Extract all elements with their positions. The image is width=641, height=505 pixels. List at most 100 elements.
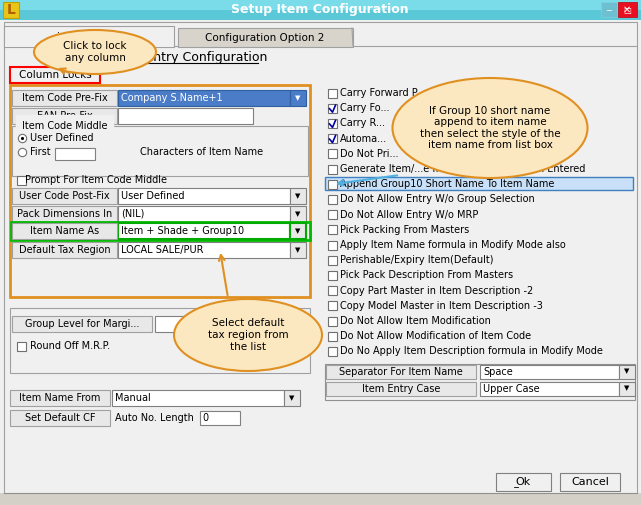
- Text: First: First: [30, 147, 51, 157]
- Text: L: L: [6, 3, 15, 17]
- Text: Carry Fo...: Carry Fo...: [340, 103, 390, 113]
- FancyBboxPatch shape: [155, 316, 289, 332]
- FancyBboxPatch shape: [5, 43, 173, 47]
- Text: Upper Case: Upper Case: [483, 384, 540, 393]
- FancyBboxPatch shape: [328, 240, 337, 249]
- Text: User Defined: User Defined: [121, 191, 185, 201]
- Text: ▼: ▼: [296, 247, 301, 253]
- FancyBboxPatch shape: [200, 411, 240, 425]
- FancyBboxPatch shape: [290, 188, 306, 204]
- FancyBboxPatch shape: [10, 67, 100, 83]
- FancyBboxPatch shape: [328, 104, 337, 113]
- Text: ▼: ▼: [624, 369, 629, 375]
- Text: ▼: ▼: [624, 386, 629, 391]
- FancyBboxPatch shape: [118, 206, 290, 222]
- FancyBboxPatch shape: [328, 347, 337, 356]
- FancyBboxPatch shape: [118, 242, 290, 258]
- FancyBboxPatch shape: [118, 223, 290, 239]
- Text: Ok: Ok: [515, 477, 531, 487]
- Text: Item Entry Case: Item Entry Case: [362, 384, 440, 393]
- Text: Company S.Name+1: Company S.Name+1: [121, 93, 222, 103]
- FancyBboxPatch shape: [328, 119, 337, 128]
- FancyBboxPatch shape: [178, 28, 353, 47]
- FancyBboxPatch shape: [328, 286, 337, 295]
- FancyBboxPatch shape: [290, 90, 306, 106]
- Text: EAN Pre-Fix: EAN Pre-Fix: [37, 111, 92, 121]
- FancyBboxPatch shape: [10, 410, 110, 426]
- FancyBboxPatch shape: [10, 390, 110, 406]
- Text: Item Entry Configuration: Item Entry Configuration: [113, 50, 267, 64]
- FancyBboxPatch shape: [12, 126, 308, 176]
- Text: Carry Forward P...: Carry Forward P...: [340, 88, 425, 98]
- Text: ─: ─: [606, 6, 612, 15]
- Text: Do Not Allow Modification of Item Code: Do Not Allow Modification of Item Code: [340, 331, 531, 341]
- FancyBboxPatch shape: [601, 2, 617, 17]
- FancyBboxPatch shape: [0, 0, 641, 20]
- Text: (NIL): (NIL): [121, 209, 144, 219]
- Text: Default Tax Region: Default Tax Region: [19, 245, 110, 255]
- FancyBboxPatch shape: [4, 22, 637, 500]
- Text: Click to lock
any column: Click to lock any column: [63, 41, 127, 63]
- Text: Round Off M.R.P.: Round Off M.R.P.: [30, 341, 110, 351]
- FancyBboxPatch shape: [118, 90, 290, 106]
- Text: Space: Space: [483, 367, 513, 377]
- FancyBboxPatch shape: [289, 316, 305, 332]
- Text: ▼: ▼: [289, 395, 295, 401]
- FancyBboxPatch shape: [619, 365, 635, 379]
- FancyBboxPatch shape: [0, 20, 641, 505]
- Text: Select default
tax region from
the list: Select default tax region from the list: [208, 318, 288, 351]
- FancyBboxPatch shape: [17, 176, 26, 184]
- Text: User Code Post-Fix: User Code Post-Fix: [19, 191, 110, 201]
- Text: Cancel: Cancel: [571, 477, 609, 487]
- FancyBboxPatch shape: [12, 108, 117, 124]
- Ellipse shape: [34, 30, 156, 74]
- Text: Group Level for Margi...: Group Level for Margi...: [25, 319, 139, 329]
- FancyBboxPatch shape: [290, 242, 306, 258]
- Text: User Defined: User Defined: [30, 133, 94, 143]
- FancyBboxPatch shape: [480, 382, 619, 395]
- FancyBboxPatch shape: [328, 165, 337, 174]
- FancyBboxPatch shape: [326, 365, 476, 379]
- Text: Set Default CF: Set Default CF: [25, 413, 96, 423]
- Text: ▼: ▼: [296, 228, 301, 234]
- FancyBboxPatch shape: [619, 382, 635, 395]
- FancyBboxPatch shape: [328, 88, 337, 97]
- Text: Pick Packing From Masters: Pick Packing From Masters: [340, 225, 469, 235]
- FancyBboxPatch shape: [3, 2, 19, 18]
- Text: Item Code Pre-Fix: Item Code Pre-Fix: [22, 93, 108, 103]
- Text: ▼: ▼: [296, 193, 301, 199]
- Text: Generate Item/...e from Code of Last Item Entered: Generate Item/...e from Code of Last Ite…: [340, 164, 585, 174]
- Ellipse shape: [392, 78, 588, 178]
- FancyBboxPatch shape: [619, 2, 635, 17]
- FancyBboxPatch shape: [328, 210, 337, 219]
- Text: ▼: ▼: [294, 321, 300, 327]
- FancyBboxPatch shape: [290, 206, 306, 222]
- FancyBboxPatch shape: [17, 341, 26, 350]
- Text: Automa...: Automa...: [340, 134, 387, 143]
- FancyBboxPatch shape: [328, 256, 337, 265]
- FancyBboxPatch shape: [10, 308, 310, 373]
- Text: Auto No. Length: Auto No. Length: [115, 413, 194, 423]
- FancyBboxPatch shape: [284, 390, 300, 406]
- FancyBboxPatch shape: [12, 316, 152, 332]
- FancyBboxPatch shape: [328, 317, 337, 326]
- FancyBboxPatch shape: [12, 223, 117, 239]
- FancyBboxPatch shape: [4, 26, 174, 47]
- Text: □: □: [623, 6, 631, 15]
- Text: Setup Item Configuration: Setup Item Configuration: [231, 4, 409, 17]
- Text: Do Not Allow Entry W/o MRP: Do Not Allow Entry W/o MRP: [340, 210, 478, 220]
- Text: Copy Model Master in Item Description -3: Copy Model Master in Item Description -3: [340, 301, 543, 311]
- FancyBboxPatch shape: [12, 188, 117, 204]
- Text: Characters of Item Name: Characters of Item Name: [140, 147, 263, 157]
- Text: Prompt For Item Code Middle: Prompt For Item Code Middle: [25, 175, 167, 185]
- FancyBboxPatch shape: [112, 390, 284, 406]
- FancyBboxPatch shape: [12, 242, 117, 258]
- Text: Item Name From: Item Name From: [19, 393, 101, 403]
- FancyBboxPatch shape: [118, 188, 290, 204]
- FancyBboxPatch shape: [11, 222, 310, 240]
- FancyBboxPatch shape: [328, 332, 337, 341]
- Text: Carry R...: Carry R...: [340, 118, 385, 128]
- FancyBboxPatch shape: [325, 177, 633, 190]
- FancyBboxPatch shape: [618, 2, 637, 17]
- FancyBboxPatch shape: [12, 206, 117, 222]
